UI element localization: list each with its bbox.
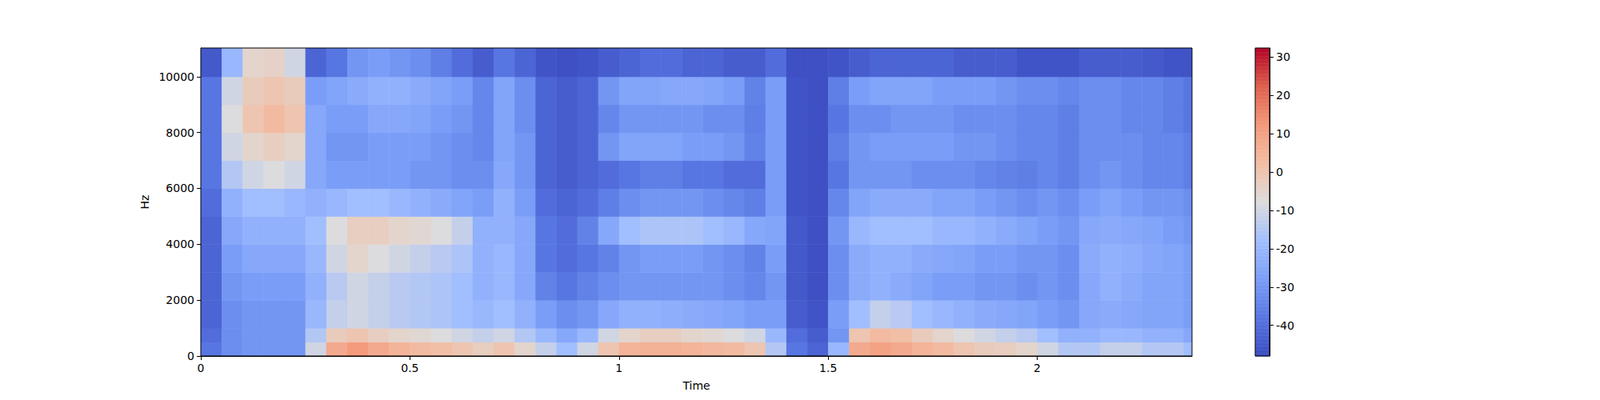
svg-text:1: 1 xyxy=(615,361,623,375)
svg-text:0: 0 xyxy=(197,361,205,375)
svg-text:2: 2 xyxy=(1033,361,1041,375)
svg-text:1.5: 1.5 xyxy=(819,361,837,375)
svg-text:10: 10 xyxy=(1276,127,1291,140)
svg-text:8000: 8000 xyxy=(165,126,195,140)
svg-text:2000: 2000 xyxy=(165,293,195,307)
svg-text:-30: -30 xyxy=(1276,280,1295,294)
svg-text:-20: -20 xyxy=(1276,242,1295,256)
svg-text:4000: 4000 xyxy=(165,237,195,251)
svg-text:30: 30 xyxy=(1276,50,1291,64)
svg-text:Hz: Hz xyxy=(138,195,152,210)
svg-text:0: 0 xyxy=(187,349,195,363)
svg-text:-10: -10 xyxy=(1276,204,1295,217)
svg-text:-40: -40 xyxy=(1276,319,1295,332)
svg-text:10000: 10000 xyxy=(158,70,195,84)
svg-text:20: 20 xyxy=(1276,88,1291,102)
svg-text:6000: 6000 xyxy=(165,181,195,195)
svg-text:0.5: 0.5 xyxy=(400,361,419,375)
svg-text:Time: Time xyxy=(681,379,710,392)
svg-text:0: 0 xyxy=(1276,165,1284,179)
